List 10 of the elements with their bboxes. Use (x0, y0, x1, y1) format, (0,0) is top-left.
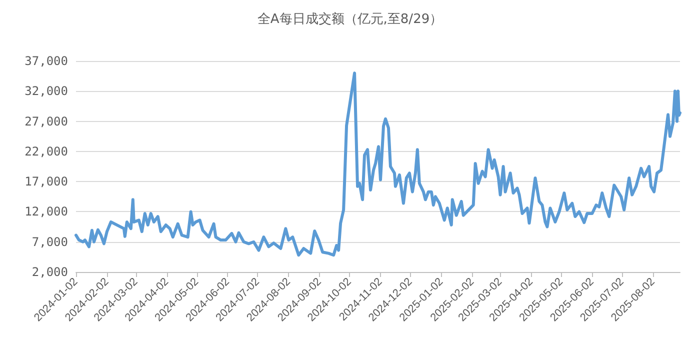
y-tick-label: 32,000 (24, 84, 68, 98)
y-tick-label: 27,000 (24, 114, 68, 128)
line-series (74, 72, 682, 257)
y-tick-label: 22,000 (24, 144, 68, 158)
y-tick-label: 12,000 (24, 204, 68, 219)
y-tick-label: 37,000 (24, 54, 68, 68)
y-tick-label: 17,000 (24, 174, 68, 189)
chart-title: 全A每日成交额（亿元,至8/29） (257, 11, 443, 27)
y-tick-label: 2,000 (32, 265, 68, 279)
y-tick-label: 7,000 (32, 234, 68, 249)
